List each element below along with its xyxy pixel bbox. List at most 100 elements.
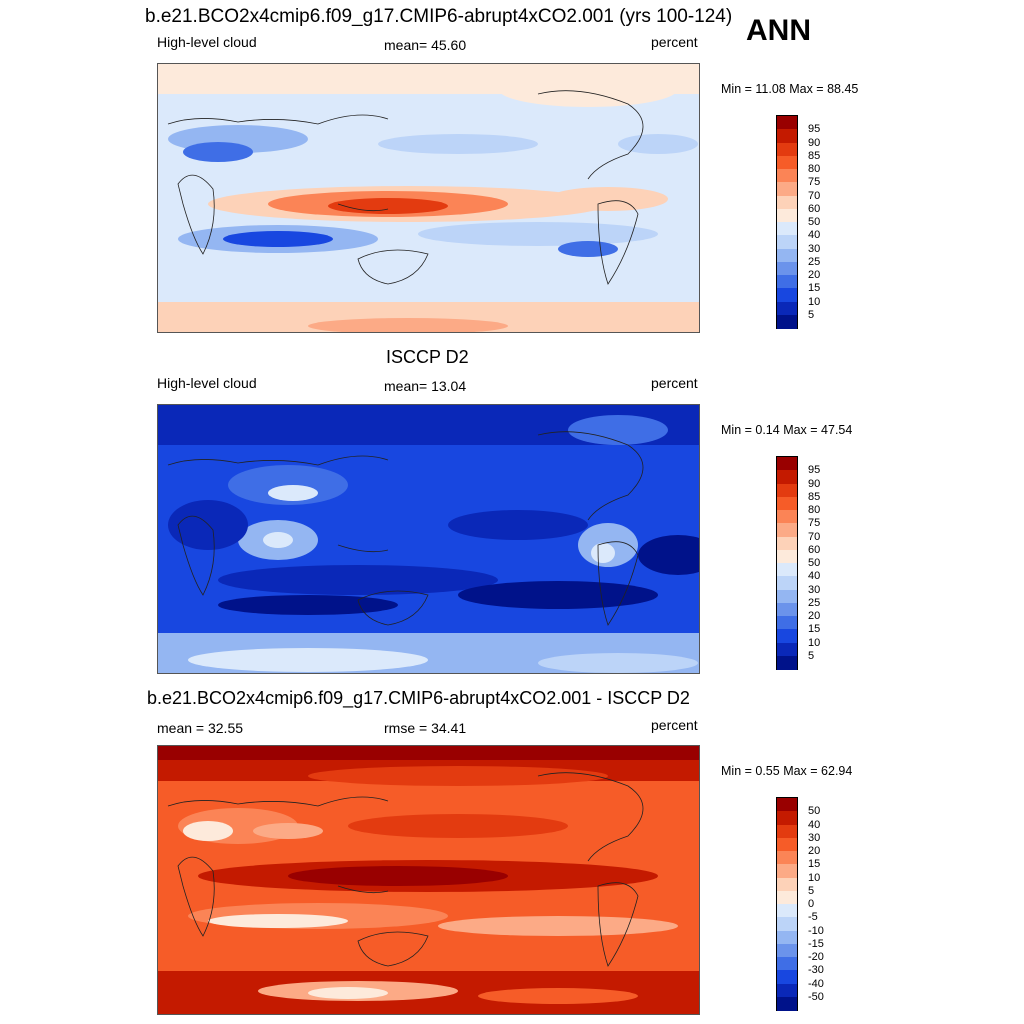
colorbar-tick-label: 70	[808, 189, 821, 202]
colorbar-box	[777, 195, 797, 210]
colorbar-box	[777, 549, 797, 564]
colorbar-box	[777, 957, 797, 971]
colorbar-tick-label: -30	[808, 964, 824, 977]
colorbar-box	[777, 943, 797, 958]
colorbar-tick-label: -40	[808, 977, 824, 990]
colorbar-tick-label: 80	[808, 163, 821, 175]
colorbar-box	[777, 536, 797, 551]
colorbar-tick-label: 5	[808, 884, 815, 897]
colorbar-tick-label: 10	[808, 636, 821, 649]
colorbar-box	[777, 155, 797, 170]
panel2-title: ISCCP D2	[386, 347, 469, 367]
colorbar-box	[777, 917, 797, 931]
panel3-map	[157, 745, 700, 1015]
colorbar-tick-label: 15	[808, 858, 821, 871]
colorbar-tick-label: 50	[808, 805, 821, 818]
colorbar-tick-label: 80	[808, 504, 821, 516]
colorbar-box	[777, 996, 797, 1011]
colorbar-tick-label: 20	[808, 610, 821, 622]
colorbar-tick-label: 60	[808, 543, 821, 556]
colorbar-box	[777, 837, 797, 852]
colorbar-tick-label: -5	[808, 911, 818, 924]
colorbar-box	[777, 510, 797, 524]
colorbar-box	[777, 563, 797, 577]
panel1-units-label: percent	[651, 34, 698, 50]
colorbar-box	[777, 261, 797, 276]
colorbar-box	[777, 811, 797, 825]
panel3-mean-label: mean = 32.55	[157, 720, 244, 736]
season-label: ANN	[746, 14, 811, 47]
colorbar-box	[777, 877, 797, 892]
colorbar-tick-label: 5	[808, 308, 815, 321]
panel3-minmax: Min = 0.55 Max = 62.94	[721, 764, 853, 778]
colorbar-box	[777, 616, 797, 630]
panel3-units-label: percent	[651, 717, 698, 733]
panel3-colorbar	[776, 797, 798, 1011]
colorbar-box	[777, 288, 797, 302]
colorbar-box	[777, 182, 797, 196]
colorbar-box	[777, 116, 797, 130]
panel1-map	[157, 63, 700, 333]
colorbar-tick-label: 20	[808, 845, 821, 857]
colorbar-tick-label: 50	[808, 557, 821, 569]
colorbar-tick-label: 85	[808, 490, 821, 503]
colorbar-tick-label: 95	[808, 464, 821, 477]
colorbar-box	[777, 169, 797, 183]
colorbar-box	[777, 602, 797, 617]
colorbar-tick-label: -50	[808, 990, 824, 1003]
colorbar-tick-label: 30	[808, 583, 821, 596]
panel3-title: b.e21.BCO2x4cmip6.f09_g17.CMIP6-abrupt4x…	[147, 688, 690, 708]
panel1-map-svg	[158, 64, 699, 332]
colorbar-tick-label: -20	[808, 951, 824, 963]
colorbar-tick-label: -10	[808, 924, 824, 937]
colorbar-box	[777, 483, 797, 498]
colorbar-box	[777, 824, 797, 839]
colorbar-tick-label: 25	[808, 255, 821, 268]
colorbar-box	[777, 930, 797, 945]
colorbar-tick-label: 20	[808, 269, 821, 281]
colorbar-box	[777, 314, 797, 329]
colorbar-box	[777, 129, 797, 143]
colorbar-box	[777, 142, 797, 157]
colorbar-box	[777, 235, 797, 249]
panel1-colorbar	[776, 115, 798, 329]
colorbar-box	[777, 890, 797, 905]
colorbar-box	[777, 496, 797, 511]
colorbar-tick-label: 15	[808, 282, 821, 295]
colorbar-tick-label: 5	[808, 649, 815, 662]
colorbar-box	[777, 301, 797, 316]
colorbar-tick-label: 30	[808, 831, 821, 844]
colorbar-tick-label: 70	[808, 530, 821, 543]
colorbar-tick-label: 15	[808, 623, 821, 636]
colorbar-tick-label: 30	[808, 242, 821, 255]
colorbar-box	[777, 576, 797, 590]
colorbar-box	[777, 642, 797, 657]
colorbar-box	[777, 248, 797, 263]
panel2-map-svg	[158, 405, 699, 673]
colorbar-box	[777, 470, 797, 484]
panel2-variable-label: High-level cloud	[157, 375, 257, 391]
colorbar-box	[777, 970, 797, 984]
panel2-colorbar	[776, 456, 798, 670]
colorbar-box	[777, 655, 797, 670]
colorbar-tick-label: -15	[808, 937, 824, 950]
colorbar-tick-label: 75	[808, 517, 821, 530]
colorbar-tick-label: 95	[808, 123, 821, 136]
colorbar-tick-label: 10	[808, 871, 821, 884]
colorbar-box	[777, 904, 797, 918]
colorbar-tick-label: 40	[808, 818, 821, 831]
colorbar-tick-label: 90	[808, 477, 821, 490]
main-title: b.e21.BCO2x4cmip6.f09_g17.CMIP6-abrupt4x…	[145, 6, 733, 27]
panel3-map-svg	[158, 746, 699, 1014]
panel3-rmse-label: rmse = 34.41	[384, 720, 467, 736]
colorbar-tick-label: 85	[808, 149, 821, 162]
colorbar-box	[777, 208, 797, 223]
colorbar-box	[777, 275, 797, 289]
colorbar-box	[777, 457, 797, 471]
colorbar-tick-label: 90	[808, 136, 821, 149]
panel2-mean-label: mean= 13.04	[384, 378, 467, 394]
colorbar-box	[777, 851, 797, 865]
panel1-mean-label: mean= 45.60	[384, 37, 467, 53]
colorbar-tick-label: 50	[808, 216, 821, 228]
panel2-map	[157, 404, 700, 674]
